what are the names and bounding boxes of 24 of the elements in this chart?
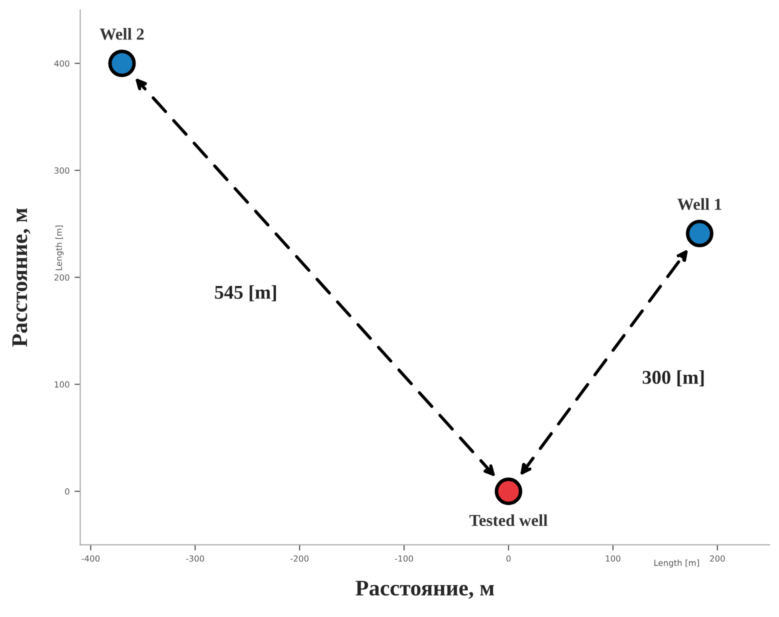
series-label: Well 1 [677,198,722,210]
series-label: Tested well [469,514,548,526]
text: Length [m] [56,226,64,270]
y-tick-label: 0 [65,488,70,495]
y-tick-label: 100 [54,381,70,388]
annotation: 545 [m] [215,285,276,302]
y-tick-label: 400 [54,60,70,67]
x-tick-label: 100 [606,555,620,562]
x-tick-label: -400 [82,555,100,562]
x-tick-label: -300 [186,555,204,562]
point [494,478,522,506]
text: Length [m] [654,560,699,568]
x-tick-label: -200 [290,555,308,562]
annotation: 300 [m] [642,370,704,386]
y-tick-label: 200 [54,274,70,281]
x-axis-title: Расстояние, м [356,580,494,599]
x-tick-label: 0 [506,555,511,562]
x-tick-label: -100 [395,555,413,562]
y-axis-title: Расстояние, м [12,208,30,347]
x-tick-label: 200 [710,555,725,562]
y-tick-label: 300 [54,167,70,174]
point [108,50,136,78]
series-label: Well 2 [100,28,144,40]
point [686,220,714,248]
